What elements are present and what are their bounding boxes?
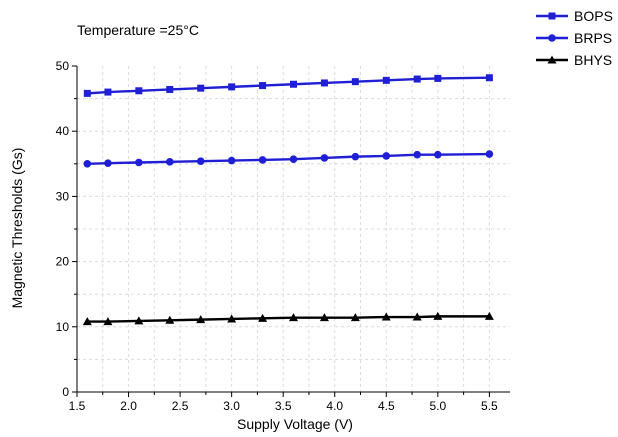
data-point-bops: [197, 84, 205, 92]
data-point-bhys: [433, 311, 443, 320]
data-point-brps: [135, 158, 143, 167]
data-point-brps: [104, 159, 112, 167]
data-point-bops: [434, 74, 442, 82]
legend-label-bhys: BHYS: [574, 52, 612, 68]
data-point-bhys: [196, 315, 206, 324]
data-point-brps: [83, 160, 92, 168]
x-tick-label: 5.0: [429, 399, 446, 413]
data-point-bhys: [381, 312, 391, 321]
series-layer: [82, 74, 494, 326]
series-line-bops: [87, 76, 490, 95]
data-point-bops: [228, 83, 236, 91]
y-tick-label: 30: [56, 189, 70, 203]
y-tick-label: 50: [56, 59, 70, 73]
x-tick-label: 5.5: [481, 399, 498, 413]
data-point-bhys: [412, 312, 422, 321]
series-line-brps: [87, 152, 490, 165]
x-tick-label: 3.0: [223, 399, 240, 413]
data-point-brps: [289, 155, 298, 164]
data-point-bhys: [227, 314, 237, 323]
axes: 1.5 2.0 2.5 3.0 3.5 4.0 4.5 5.0 5.5 0 10 20 30 40 50: [56, 59, 510, 413]
data-point-bhys: [319, 313, 329, 322]
data-point-brps: [382, 152, 391, 160]
legend-label-bops: BOPS: [574, 8, 613, 24]
data-point-bops: [135, 87, 143, 95]
grid: [77, 66, 510, 392]
data-point-bhys: [82, 317, 92, 326]
y-tick-label: 20: [56, 255, 70, 269]
data-point-brps: [320, 154, 329, 162]
x-tick-label: 1.5: [69, 399, 86, 413]
data-point-brps: [413, 150, 422, 159]
x-tick-label: 4.5: [378, 399, 395, 413]
legend-label-brps: BRPS: [574, 30, 612, 46]
legend-marker-bops: [548, 12, 556, 20]
data-point-bhys: [134, 316, 144, 325]
data-point-brps: [434, 150, 442, 159]
data-point-brps: [351, 152, 360, 161]
y-tick-label: 40: [56, 124, 70, 138]
data-point-bops: [290, 80, 297, 88]
data-point-bops: [485, 74, 493, 82]
y-axis-title: Magnetic Thresholds (Gs): [9, 148, 25, 309]
x-tick-label: 2.5: [172, 399, 189, 413]
data-point-bops: [351, 78, 359, 86]
data-point-bops: [259, 82, 267, 90]
data-point-bops: [104, 88, 112, 96]
data-point-bhys: [103, 317, 113, 326]
annotation-temperature: Temperature =25°C: [77, 22, 199, 38]
data-point-bops: [320, 79, 328, 87]
data-point-brps: [227, 156, 236, 165]
x-tick-label: 3.5: [275, 399, 292, 413]
y-tick-label: 0: [62, 385, 69, 399]
legend: BOPS BRPS BHYS: [536, 8, 613, 68]
x-tick-label: 2.0: [120, 399, 137, 413]
data-point-bops: [166, 85, 174, 93]
data-point-brps: [165, 158, 174, 166]
data-point-bhys: [289, 313, 298, 322]
data-point-bops: [382, 76, 390, 84]
y-tick-label: 10: [56, 320, 70, 334]
x-axis-title: Supply Voltage (V): [237, 416, 353, 432]
data-point-bhys: [165, 315, 175, 324]
data-point-brps: [258, 156, 267, 164]
data-point-bhys: [484, 311, 494, 320]
data-point-brps: [196, 157, 205, 165]
legend-marker-brps: [548, 34, 556, 42]
legend-marker-bhys: [547, 55, 557, 64]
x-tick-label: 4.0: [326, 399, 343, 413]
data-point-bhys: [258, 313, 268, 322]
data-point-bhys: [350, 313, 360, 322]
data-point-bops: [413, 75, 421, 83]
data-point-bops: [83, 89, 91, 97]
series-line-bhys: [87, 315, 490, 323]
data-point-brps: [485, 150, 494, 158]
